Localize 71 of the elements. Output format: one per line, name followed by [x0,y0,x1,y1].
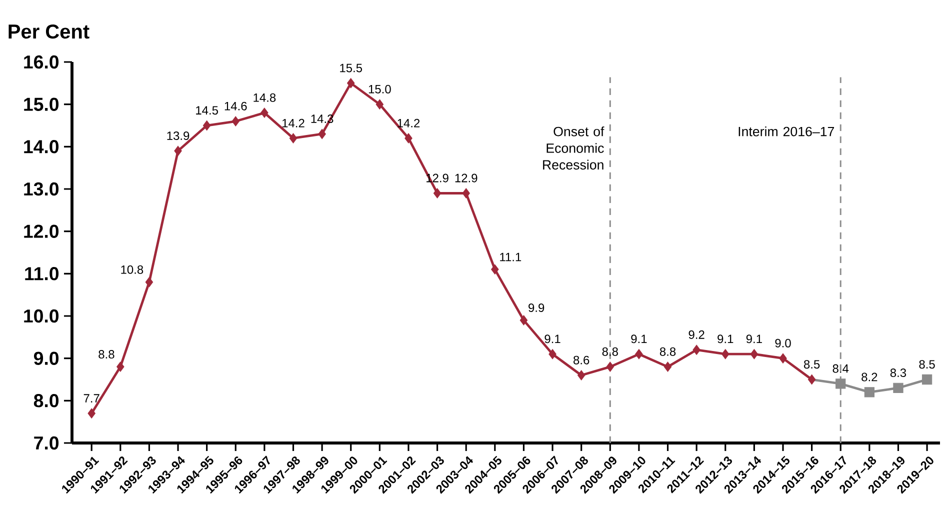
point [664,362,672,372]
ref-line-label: Interim 2016–17 [738,126,834,136]
data-label: 12.9 [455,174,478,182]
point [864,387,874,398]
point [606,362,614,372]
y-tick-label: 15.0 [24,98,59,111]
data-label: 9.1 [746,334,762,344]
data-label: 15.0 [368,84,391,94]
point [404,133,412,144]
data-label: 9.0 [775,338,791,348]
point [174,146,182,156]
data-label: 8.8 [602,347,618,356]
point [289,133,298,144]
point [88,408,96,418]
data-label: 9.1 [631,334,647,344]
data-label: 9.9 [528,303,544,312]
point [232,116,240,126]
point [145,277,154,288]
point [116,362,124,372]
point [750,349,758,360]
data-label: 15.5 [340,64,362,72]
y-tick-label: 9.0 [34,352,59,365]
data-label: 10.8 [121,265,144,274]
point [922,374,932,385]
point [433,188,442,198]
y-tick-label: 13.0 [24,182,59,196]
point [692,344,700,355]
data-label: 13.9 [167,131,190,140]
y-tick-label: 14.0 [24,140,59,154]
data-label: 9.2 [688,330,704,339]
point [548,349,556,360]
point [779,353,787,364]
y-tick-label: 7.0 [34,436,59,450]
data-label: 14.5 [196,106,218,115]
point [202,120,211,131]
data-label: 8.6 [574,356,590,364]
y-tick-label: 12.0 [24,224,59,238]
data-label: 14.6 [224,102,247,110]
point [376,99,384,110]
ref-line-label: Onset of Economic Recession [543,126,604,170]
data-label: 8.4 [832,364,849,373]
point [520,315,528,326]
point [808,374,816,385]
y-tick-label: 16.0 [24,55,59,69]
point [491,264,499,275]
data-label: 14.8 [254,93,276,102]
point [577,370,586,380]
data-label: 9.1 [718,334,734,344]
data-label: 9.1 [544,334,560,344]
data-label: 7.7 [84,394,100,402]
data-label: 8.5 [919,360,935,369]
point [260,108,268,118]
point [893,382,904,394]
data-label: 8.8 [98,350,114,359]
data-label: 8.3 [890,368,906,378]
data-label: 8.5 [804,360,820,369]
data-label: 11.1 [500,252,522,262]
data-label: 8.8 [660,347,676,356]
point [462,188,470,198]
data-label: 8.2 [862,372,878,382]
y-tick-label: 10.0 [24,309,59,323]
data-label: 14.2 [282,118,304,128]
point [318,128,326,140]
point [346,78,355,88]
point [722,349,730,360]
y-axis-title: Per Cent [8,24,90,39]
point [836,378,846,389]
y-tick-label: 8.0 [34,394,59,408]
point [635,349,643,360]
y-tick-label: 11.0 [25,267,59,280]
data-label: 14.2 [398,118,420,128]
